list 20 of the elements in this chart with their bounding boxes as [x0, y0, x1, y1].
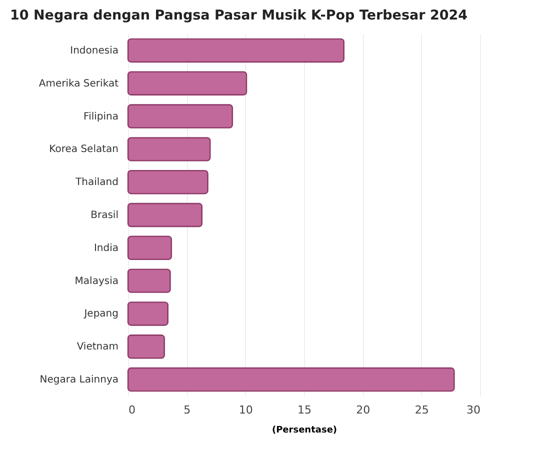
- x-tick-label: 25: [414, 404, 429, 416]
- y-tick-label: Thailand: [74, 177, 118, 188]
- x-tick-label: 5: [184, 404, 191, 416]
- x-tick-label: 20: [356, 404, 370, 416]
- x-tick-label: 15: [298, 404, 312, 416]
- y-tick-label: Vietnam: [76, 342, 118, 353]
- x-tick-label: 30: [466, 404, 480, 416]
- x-tick-label: 10: [238, 404, 253, 416]
- x-tick-label: 0: [128, 404, 136, 416]
- x-axis-title: (Persentase): [272, 426, 338, 436]
- y-tick-label: Negara Lainnya: [40, 374, 118, 386]
- y-tick-label: Indonesia: [70, 45, 118, 56]
- y-tick-label: Amerika Serikat: [38, 78, 119, 90]
- y-tick-label: Korea Selatan: [49, 144, 118, 156]
- y-tick-label: Malaysia: [74, 276, 118, 287]
- y-tick-label: Jepang: [83, 308, 118, 320]
- y-tick-label: Filipina: [84, 111, 118, 122]
- y-tick-label: India: [94, 242, 118, 254]
- chart-title: 10 Negara dengan Pangsa Pasar Musik K-Pop Terbesar 2024: [10, 8, 468, 24]
- y-tick-label: Brasil: [90, 210, 118, 221]
